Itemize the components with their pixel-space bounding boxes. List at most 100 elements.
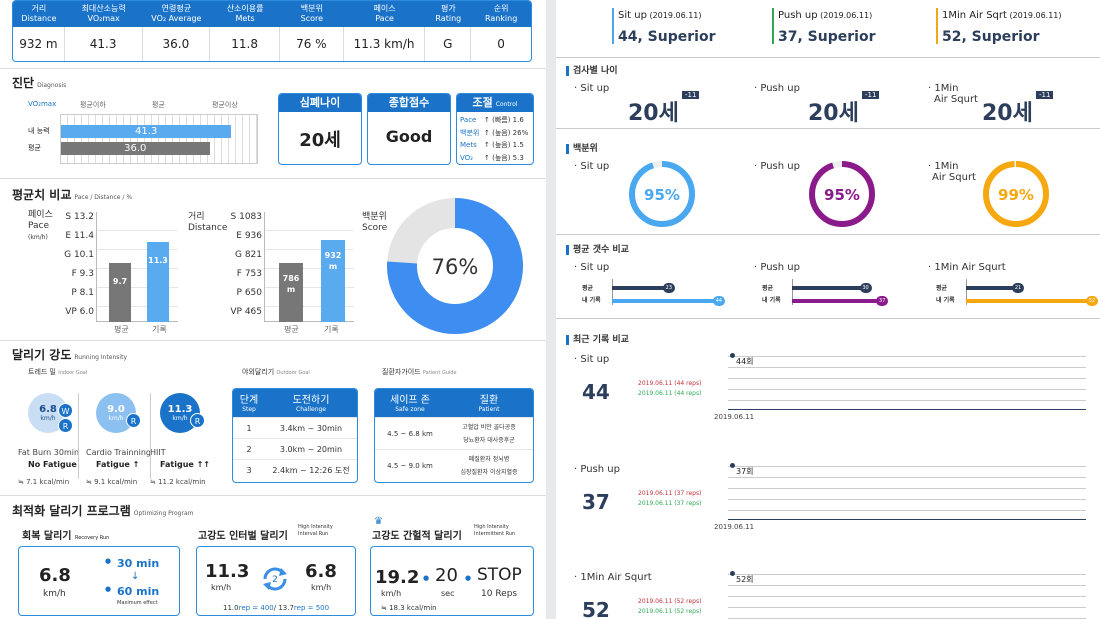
program-title: 최적화 달리기 프로그램 Optimizing Program [12, 504, 194, 518]
percentile-ring-arc [629, 161, 695, 227]
score-donut: 76% [387, 198, 523, 334]
recovery-speed: 6.8 [39, 565, 71, 586]
score-donut-label: 76% [432, 255, 479, 279]
intensity-name: HIIT [150, 448, 166, 457]
recent-record-1: 2019.06.11 (52 reps) [638, 598, 702, 605]
pct-item-name: · Sit up [574, 161, 610, 172]
right-report-panel: Sit up (2019.06.11) 44, Superior Push up (… [556, 0, 1100, 619]
scale-below-average: 평균이하 [80, 101, 106, 109]
recent-value: 44 [582, 380, 610, 404]
group-patient: 질환자가이드 Patient Guide [382, 368, 457, 376]
count-bar-mine [966, 299, 1090, 303]
intensity-state: Fatigue ↑↑ [160, 460, 210, 469]
stat-column: 거리 Distance 932 m [13, 1, 65, 61]
age-delta-tag: -11 [862, 91, 880, 99]
hiit-title: 고강도 간헐적 달리기 [372, 531, 462, 542]
axis-tick: P 650 [236, 288, 262, 298]
intensity-name: Cardio Trainning [86, 448, 152, 457]
summary-table: 거리 Distance 932 m 최대산소능력 VO₂max 41.3 연령평균 VO₂ A… [12, 0, 532, 62]
intensity-badge: R [190, 413, 205, 428]
age-item-name: · Sit up [574, 83, 610, 94]
recent-section-title: 최근 기록 비교 [566, 332, 629, 345]
total-score-value: Good [385, 127, 433, 146]
recent-value: 52 [582, 598, 610, 619]
vo2-bar-average: 36.0 [61, 142, 210, 155]
recent-point-label: 37회 [736, 467, 754, 476]
age-item-name: · Push up [754, 83, 800, 94]
repeat-icon: 2 [263, 567, 287, 591]
recovery-unit: km/h [43, 589, 66, 599]
age-value: 20세 [982, 101, 1033, 126]
hiit-reps: 10 Reps [481, 589, 518, 599]
distance-chart: 786 m 932 m [264, 212, 354, 322]
count-avg-dot: 21 [1012, 283, 1025, 293]
stat-value: 11.3 km/h [344, 27, 426, 61]
recent-record-1: 2019.06.11 (44 reps) [638, 380, 702, 387]
count-item-name: · Push up [754, 262, 800, 273]
hiit-speed: 19.2 [375, 567, 420, 588]
interval-speed-high: 11.3 [205, 561, 250, 582]
recent-record-2: 2019.06.11 (44 reps) [638, 390, 702, 397]
axis-tick: F 9.3 [71, 269, 94, 279]
vo2-label: VO₂max [28, 100, 57, 108]
control-title: 조절 [472, 96, 493, 109]
recovery-title: 회복 달리기 Recovery Run [22, 531, 110, 542]
stat-header: 백분위 Score [279, 1, 344, 27]
pct-item-name: · 1Min Air Squrt [928, 161, 976, 183]
pace-axis-label: 페이스 Pace (km/h) [28, 210, 53, 241]
result-value: 37, Superior [778, 29, 876, 45]
recent-date: 2019.06.11 [714, 523, 755, 531]
stat-column: 백분위 Score 76 % [279, 1, 344, 61]
control-row: 백분위 ↑ (높음) 26% [460, 128, 529, 137]
pct-item-name: · Push up [754, 161, 800, 172]
hiit-kcal: ≒ 18.3 kcal/min [381, 604, 437, 612]
percentile-ring-arc [983, 161, 1049, 227]
result-header: Sit up (2019.06.11) [618, 10, 702, 21]
stat-header: 평가 Rating [425, 1, 472, 27]
interval-speed-low: 6.8 [305, 561, 337, 582]
intensity-kcal: ≒ 9.1 kcal/min [86, 478, 138, 486]
group-indoor: 트레드 밀 Indoor Goal [28, 368, 88, 376]
age-value: 20세 [628, 101, 679, 126]
axis-tick: G 821 [234, 250, 262, 260]
intensity-name: Fat Burn 30min [18, 448, 80, 457]
result-header: Push up (2019.06.11) [778, 10, 873, 21]
result-header: 1Min Air Sqrt (2019.06.11) [942, 10, 1062, 21]
stat-column: 평가 Rating G [425, 1, 472, 61]
recent-point [730, 353, 735, 358]
control-card: 조절 Control Pace ↑ (빠름) 1.6 백분위 ↑ (높음) 26% Met… [456, 93, 534, 165]
distance-axis-label: 거리 Distance [188, 212, 228, 233]
challenge-row: 2 3.0km ~ 20min [233, 438, 357, 459]
stat-value: G [425, 27, 472, 61]
stat-column: 연령평균 VO₂ Average 36.0 [142, 1, 211, 61]
axis-tick: E 936 [236, 231, 262, 241]
control-row: VO₂ ↑ (높음) 5.3 [460, 153, 524, 162]
recent-item-name: · Push up [574, 464, 620, 475]
stat-value: 11.8 [210, 27, 280, 61]
cardio-age-title: 심폐나이 [279, 94, 361, 112]
result-accent-bar [612, 8, 614, 44]
stat-column: 최대산소능력 VO₂max 41.3 [64, 1, 143, 61]
score-donut-arc [387, 198, 523, 334]
stat-header: 거리 Distance [13, 1, 65, 27]
percentile-value: 95% [644, 186, 680, 204]
age-item-name: · 1Min Air Squrt [928, 83, 978, 105]
axis-tick: F 753 [236, 269, 262, 279]
recent-record-2: 2019.06.11 (52 reps) [638, 608, 702, 615]
score-label: 백분위 Score [362, 212, 388, 233]
stat-value: 41.3 [65, 27, 143, 61]
stat-value: 932 m [13, 27, 65, 61]
percentile-ring-arc [809, 161, 875, 227]
vo2-bar-mine: 41.3 [61, 125, 232, 138]
scale-average: 평균 [152, 101, 165, 109]
percentile-value: 99% [998, 186, 1034, 204]
recovery-time-max: 60 min [117, 585, 160, 598]
count-avg-dot: 23 [662, 283, 675, 293]
recovery-run-card: 6.8 km/h ● 30 min ↓ ● 60 min Maximum eff… [18, 546, 180, 616]
distance-x-average: 평균 [284, 325, 299, 334]
stat-header: 페이스 Pace [343, 1, 426, 27]
intensity-state: No Fatigue [28, 460, 77, 469]
cardio-age-card: 심폐나이 20세 [278, 93, 362, 165]
axis-tick: VP 465 [230, 307, 262, 317]
stat-value: 0 [497, 37, 505, 51]
